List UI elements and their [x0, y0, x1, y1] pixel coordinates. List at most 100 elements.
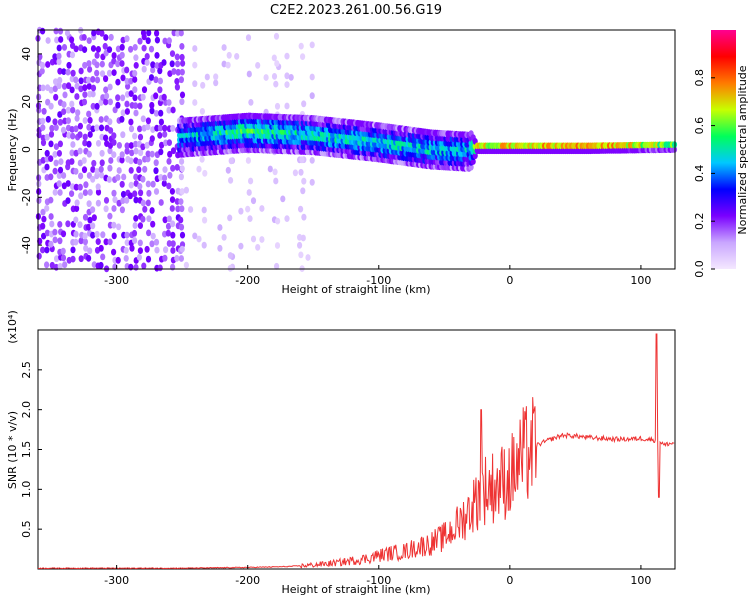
spectrogram-cell — [196, 165, 202, 173]
spectrogram-cell — [70, 69, 76, 77]
spectrogram-cell — [170, 164, 176, 172]
spectrogram-cell — [129, 149, 135, 157]
spectrogram-cell — [107, 83, 113, 91]
spectrogram-x-tick-label: -300 — [104, 274, 129, 287]
spectrogram-cell — [52, 53, 58, 60]
spectrogram-cell — [137, 125, 143, 133]
spectrogram-cell — [255, 62, 261, 69]
spectrogram-cell — [299, 156, 305, 164]
spectrogram-cell — [90, 175, 96, 183]
spectrogram-cell — [284, 72, 290, 80]
snr-y-tick-label: 2.5 — [20, 361, 33, 379]
spectrogram-cell — [179, 245, 185, 253]
spectrogram-cell — [157, 77, 163, 85]
spectrogram-cell — [53, 143, 60, 151]
spectrogram-cell — [153, 167, 159, 175]
spectrogram-cell — [161, 93, 167, 101]
spectrogram-cell — [39, 67, 45, 75]
spectrogram-cell — [44, 229, 51, 237]
spectrogram-cell — [70, 255, 76, 263]
spectrogram-cell — [107, 147, 113, 155]
spectrogram-cell — [48, 155, 54, 163]
spectrogram-cell — [274, 102, 281, 110]
spectrogram-cell — [82, 238, 88, 246]
spectrogram-cell — [104, 92, 110, 100]
spectrogram-cell — [163, 246, 169, 254]
spectrogram-cell — [145, 180, 151, 188]
colorbar: 0.0 0.2 0.4 0.6 0.8 Normalized spectral ampl… — [693, 30, 749, 278]
spectrogram-cell — [192, 80, 198, 88]
spectrogram-cell — [248, 99, 254, 106]
spectrogram-cell — [87, 66, 93, 73]
spectrogram-cell — [90, 222, 96, 230]
spectrogram-cell — [202, 169, 208, 177]
spectrogram-cell — [78, 192, 84, 200]
spectrogram-cell — [157, 132, 163, 139]
spectrogram-cell — [98, 116, 104, 123]
spectrogram-cell — [86, 60, 92, 67]
spectrogram-cell — [77, 183, 83, 191]
spectrogram-cell — [116, 167, 122, 174]
spectrogram-cell — [108, 157, 114, 164]
spectrogram-cell — [131, 229, 138, 237]
spectrogram-cell — [78, 172, 84, 180]
spectrogram-cell — [82, 117, 88, 124]
spectrogram-cell — [166, 106, 172, 114]
spectrogram-cell — [154, 52, 160, 59]
spectrogram-cell — [73, 183, 79, 191]
spectrogram-cell — [124, 147, 130, 155]
spectrogram-cell — [170, 240, 176, 248]
spectrogram-cell — [91, 159, 97, 167]
spectrogram-cell — [300, 187, 306, 195]
spectrogram-cell — [204, 73, 210, 81]
spectrogram-cell — [73, 230, 79, 238]
spectrogram-cell — [124, 35, 130, 43]
spectrogram-cell — [61, 68, 67, 75]
spectrogram-cell — [61, 44, 68, 51]
spectrogram-cell — [245, 205, 251, 213]
spectrogram-cell — [166, 99, 172, 106]
spectrogram-cell — [52, 151, 58, 158]
spectrogram-cell — [221, 60, 227, 68]
snr-x-axis-title: Height of straight line (km) — [281, 583, 430, 596]
spectrogram-cell — [174, 198, 180, 205]
spectrogram-cell — [141, 44, 147, 52]
spectrogram-cell — [272, 168, 278, 176]
spectrogram-cell — [179, 98, 185, 106]
spectrogram-cell — [141, 65, 147, 73]
spectrogram-cell — [273, 177, 279, 185]
spectrogram-cell — [137, 102, 143, 110]
spectrogram-cell — [149, 240, 155, 248]
spectrogram-cell — [78, 77, 84, 85]
spectrogram-cell — [66, 61, 72, 69]
spectrogram-cell — [284, 81, 290, 88]
spectrogram-cell — [174, 83, 180, 91]
spectrogram-cell — [162, 166, 168, 174]
spectrogram-cell — [82, 189, 88, 197]
spectrogram-cell — [154, 29, 160, 37]
spectrogram-cell — [98, 124, 105, 132]
spectrogram-cell — [94, 76, 101, 84]
spectrogram-y-tick-label: -20 — [20, 188, 33, 206]
spectrogram-cell — [128, 181, 134, 189]
spectrogram-cell — [162, 37, 168, 45]
spectrogram-cell — [142, 165, 148, 173]
spectrogram-cell — [70, 132, 76, 140]
spectrogram-cell — [133, 62, 139, 69]
spectrogram-cell — [140, 29, 147, 37]
spectrogram-cell — [128, 157, 134, 165]
spectrogram-cell — [54, 255, 60, 263]
spectrogram-cell — [298, 168, 304, 176]
spectrogram-cell — [87, 189, 93, 196]
spectrogram-cell — [73, 76, 79, 84]
spectrogram-cell — [250, 235, 257, 243]
spectrogram-cell — [169, 60, 175, 68]
spectrogram-cell — [298, 205, 304, 213]
spectrogram-cell — [90, 84, 97, 92]
spectrogram-cell — [77, 159, 83, 167]
spectrogram-cell — [213, 73, 219, 81]
spectrogram-cell — [154, 36, 160, 44]
spectrogram-cell — [98, 165, 104, 173]
spectrogram-cell — [116, 223, 122, 231]
spectrogram-cell — [158, 199, 164, 206]
